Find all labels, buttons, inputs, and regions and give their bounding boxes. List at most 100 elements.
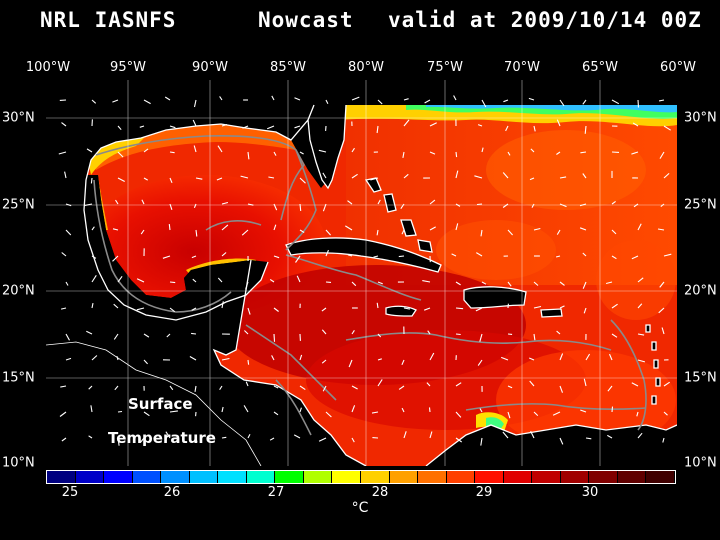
current-vector bbox=[169, 410, 178, 413]
current-vector bbox=[476, 203, 483, 206]
current-vector bbox=[117, 125, 122, 131]
current-vector bbox=[402, 151, 405, 159]
colorbar bbox=[46, 470, 676, 484]
current-vector bbox=[247, 307, 251, 315]
current-vector bbox=[455, 307, 464, 310]
colorbar-tick-27: 27 bbox=[267, 485, 285, 500]
current-vector bbox=[273, 151, 277, 156]
current-vector bbox=[605, 281, 613, 285]
current-vector bbox=[114, 385, 119, 391]
lat-label-10n-right: 10°N bbox=[684, 455, 717, 471]
current-vector bbox=[657, 228, 665, 231]
current-vector bbox=[507, 151, 511, 156]
current-vector bbox=[663, 381, 671, 387]
current-vector bbox=[608, 353, 613, 361]
current-vector bbox=[502, 431, 509, 439]
colorbar-swatch bbox=[646, 471, 676, 483]
current-vector bbox=[165, 431, 171, 439]
current-vector bbox=[113, 333, 119, 340]
lon-label-60w: 60°W bbox=[660, 60, 696, 75]
current-vector bbox=[559, 281, 565, 286]
current-vector bbox=[556, 151, 561, 155]
current-vector bbox=[217, 145, 223, 153]
current-vector bbox=[84, 203, 93, 207]
current-vector bbox=[169, 125, 176, 129]
current-vector bbox=[479, 333, 483, 342]
current-vector bbox=[294, 125, 301, 129]
current-vector bbox=[559, 203, 567, 208]
colorbar-swatch bbox=[189, 471, 219, 483]
current-vector bbox=[91, 255, 97, 259]
current-vector bbox=[65, 333, 70, 341]
current-vector bbox=[295, 255, 301, 263]
current-vector bbox=[271, 95, 275, 101]
current-vector bbox=[559, 437, 564, 445]
current-vector bbox=[474, 175, 483, 179]
current-vector bbox=[637, 223, 642, 231]
current-vector bbox=[502, 172, 509, 179]
current-vector bbox=[611, 99, 620, 105]
colorbar-unit: °C bbox=[351, 500, 369, 516]
current-vector bbox=[273, 307, 279, 312]
colorbar-swatch bbox=[218, 471, 247, 483]
current-vector bbox=[136, 307, 145, 311]
current-vector bbox=[455, 437, 463, 443]
current-vector bbox=[273, 333, 276, 342]
current-vector bbox=[117, 177, 125, 182]
current-vector bbox=[533, 227, 541, 231]
current-vector bbox=[322, 172, 327, 179]
current-vector bbox=[663, 172, 670, 179]
current-vector bbox=[219, 96, 223, 101]
current-vector bbox=[480, 229, 483, 237]
current-vector bbox=[273, 411, 279, 416]
current-vector bbox=[476, 252, 483, 257]
current-vector bbox=[481, 281, 487, 285]
lon-label-95w: 95°W bbox=[110, 60, 146, 75]
current-vector bbox=[65, 229, 72, 236]
current-vector bbox=[90, 405, 93, 413]
current-vector bbox=[559, 353, 564, 361]
current-vector bbox=[533, 125, 536, 132]
current-vector bbox=[245, 281, 249, 290]
current-vector bbox=[221, 123, 228, 127]
current-vector bbox=[582, 99, 587, 105]
current-vector bbox=[191, 307, 197, 311]
current-vector bbox=[169, 177, 173, 184]
current-vector bbox=[582, 281, 587, 289]
current-vector bbox=[345, 225, 353, 231]
current-vector bbox=[168, 224, 171, 231]
current-vector bbox=[191, 255, 197, 259]
current-vector bbox=[429, 199, 436, 205]
current-vector bbox=[659, 99, 665, 102]
current-vector bbox=[351, 96, 360, 101]
lon-label-85w: 85°W bbox=[270, 60, 306, 75]
current-vector bbox=[429, 151, 436, 155]
lon-label-75w: 75°W bbox=[427, 60, 463, 75]
current-vector bbox=[429, 226, 436, 231]
current-vector bbox=[403, 431, 407, 439]
current-vector bbox=[221, 301, 224, 309]
current-vector bbox=[90, 177, 93, 184]
current-vector bbox=[247, 433, 251, 439]
lon-label-90w: 90°W bbox=[192, 60, 228, 75]
current-vector bbox=[299, 407, 302, 413]
current-vector bbox=[91, 275, 97, 283]
current-vector bbox=[221, 224, 229, 231]
colorbar-swatch bbox=[560, 471, 590, 483]
current-vector bbox=[294, 97, 301, 101]
current-vector bbox=[321, 329, 327, 335]
current-vector bbox=[505, 125, 509, 132]
current-vector bbox=[247, 203, 254, 206]
current-vector bbox=[88, 385, 93, 390]
current-vector bbox=[162, 255, 171, 259]
graticule bbox=[46, 80, 677, 466]
current-vector bbox=[299, 354, 303, 361]
current-vector bbox=[422, 280, 431, 283]
lat-label-20n-left: 20°N bbox=[2, 283, 35, 299]
colorbar-swatch bbox=[617, 471, 647, 483]
current-vector bbox=[169, 307, 176, 313]
current-vector bbox=[533, 411, 539, 416]
current-vector bbox=[221, 406, 224, 413]
current-vector bbox=[91, 355, 98, 361]
lat-label-15n-left: 15°N bbox=[2, 370, 35, 386]
